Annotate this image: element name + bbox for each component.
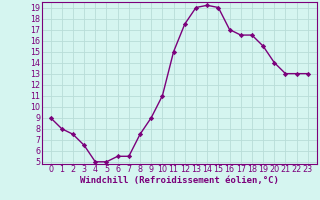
- X-axis label: Windchill (Refroidissement éolien,°C): Windchill (Refroidissement éolien,°C): [80, 176, 279, 185]
